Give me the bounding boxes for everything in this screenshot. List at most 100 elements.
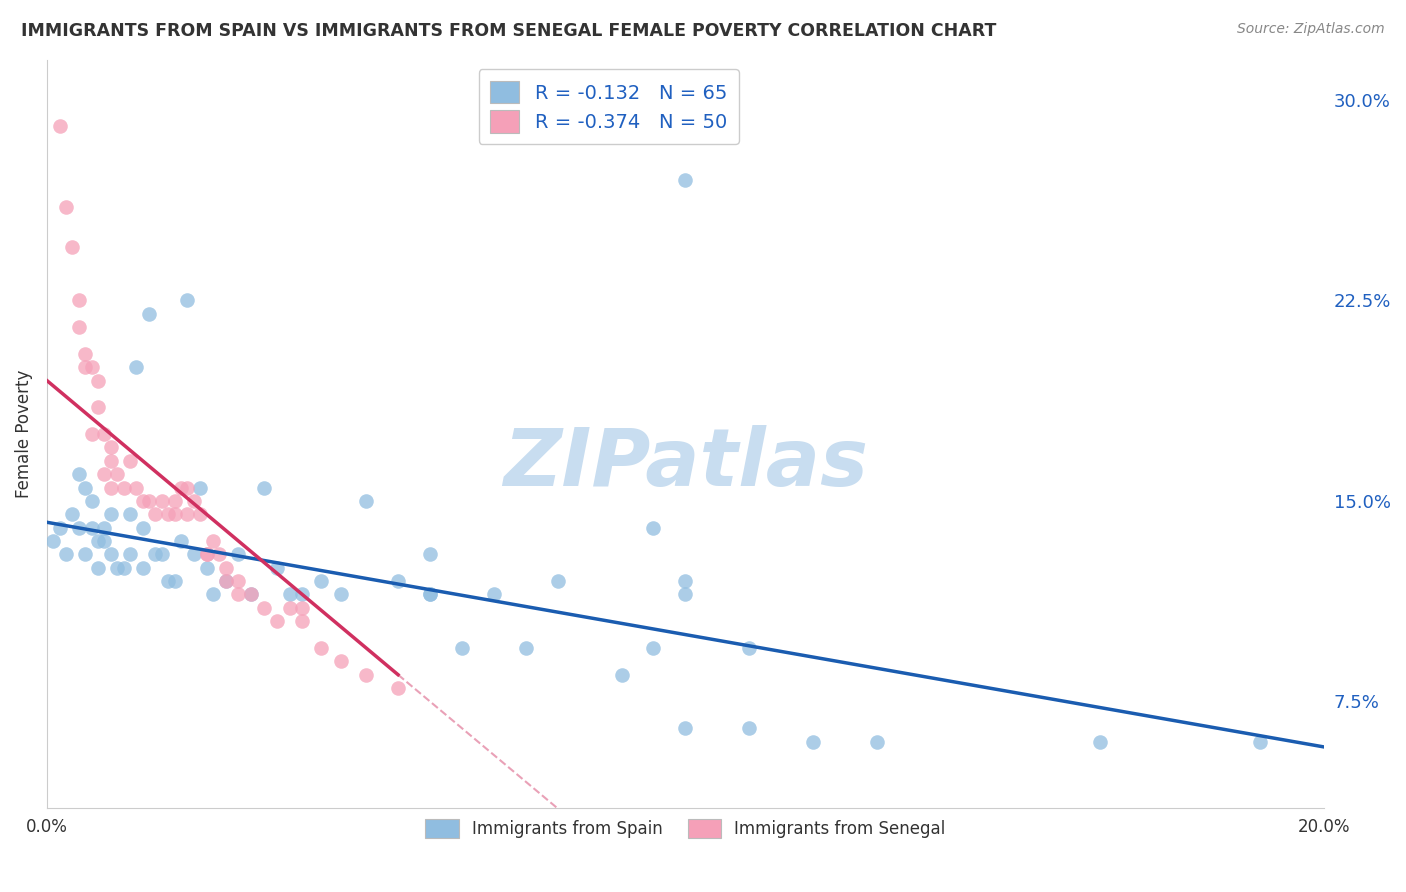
Point — [387, 574, 409, 588]
Point — [201, 587, 224, 601]
Point — [93, 467, 115, 482]
Point — [610, 667, 633, 681]
Point — [419, 547, 441, 561]
Point — [87, 374, 110, 388]
Point — [93, 427, 115, 442]
Point — [228, 547, 250, 561]
Point — [195, 547, 218, 561]
Point — [55, 200, 77, 214]
Point — [42, 534, 65, 549]
Point — [208, 547, 231, 561]
Point — [228, 587, 250, 601]
Point — [150, 547, 173, 561]
Point — [118, 508, 141, 522]
Point — [253, 600, 276, 615]
Point — [215, 574, 238, 588]
Point — [311, 574, 333, 588]
Point — [176, 293, 198, 308]
Point — [67, 521, 90, 535]
Point — [87, 534, 110, 549]
Point — [738, 640, 761, 655]
Point — [163, 574, 186, 588]
Point — [195, 547, 218, 561]
Point — [157, 574, 180, 588]
Point — [125, 360, 148, 375]
Point — [75, 547, 97, 561]
Point — [278, 600, 301, 615]
Point — [80, 360, 103, 375]
Text: ZIPatlas: ZIPatlas — [503, 425, 868, 503]
Legend: Immigrants from Spain, Immigrants from Senegal: Immigrants from Spain, Immigrants from S… — [419, 813, 952, 845]
Point — [673, 587, 696, 601]
Point — [131, 521, 153, 535]
Point — [547, 574, 569, 588]
Point — [228, 574, 250, 588]
Point — [419, 587, 441, 601]
Point — [253, 481, 276, 495]
Point — [1249, 734, 1271, 748]
Point — [215, 574, 238, 588]
Point — [125, 481, 148, 495]
Point — [67, 293, 90, 308]
Point — [329, 654, 352, 668]
Point — [67, 320, 90, 334]
Point — [100, 481, 122, 495]
Point — [100, 508, 122, 522]
Point — [100, 547, 122, 561]
Point — [266, 614, 288, 628]
Point — [48, 120, 70, 134]
Point — [176, 481, 198, 495]
Point — [75, 360, 97, 375]
Point — [311, 640, 333, 655]
Point — [118, 547, 141, 561]
Point — [112, 560, 135, 574]
Point — [215, 560, 238, 574]
Point — [866, 734, 889, 748]
Point — [201, 534, 224, 549]
Point — [183, 494, 205, 508]
Point — [138, 494, 160, 508]
Point — [266, 560, 288, 574]
Point — [354, 494, 377, 508]
Point — [87, 401, 110, 415]
Point — [118, 454, 141, 468]
Point — [100, 454, 122, 468]
Point — [112, 481, 135, 495]
Point — [67, 467, 90, 482]
Point — [93, 521, 115, 535]
Point — [240, 587, 263, 601]
Point — [157, 508, 180, 522]
Point — [801, 734, 824, 748]
Point — [195, 560, 218, 574]
Point — [673, 173, 696, 187]
Point — [291, 614, 314, 628]
Point — [163, 508, 186, 522]
Point — [240, 587, 263, 601]
Point — [55, 547, 77, 561]
Point — [105, 560, 128, 574]
Point — [1090, 734, 1112, 748]
Point — [48, 521, 70, 535]
Point — [738, 721, 761, 735]
Point — [419, 587, 441, 601]
Point — [188, 508, 211, 522]
Point — [131, 560, 153, 574]
Point — [354, 667, 377, 681]
Point — [673, 574, 696, 588]
Point — [188, 481, 211, 495]
Point — [62, 240, 84, 254]
Text: Source: ZipAtlas.com: Source: ZipAtlas.com — [1237, 22, 1385, 37]
Point — [93, 534, 115, 549]
Point — [131, 494, 153, 508]
Point — [138, 307, 160, 321]
Point — [387, 681, 409, 695]
Point — [183, 547, 205, 561]
Point — [100, 441, 122, 455]
Point — [80, 521, 103, 535]
Point — [62, 508, 84, 522]
Point — [482, 587, 505, 601]
Point — [145, 547, 167, 561]
Point — [673, 721, 696, 735]
Point — [170, 481, 193, 495]
Point — [515, 640, 537, 655]
